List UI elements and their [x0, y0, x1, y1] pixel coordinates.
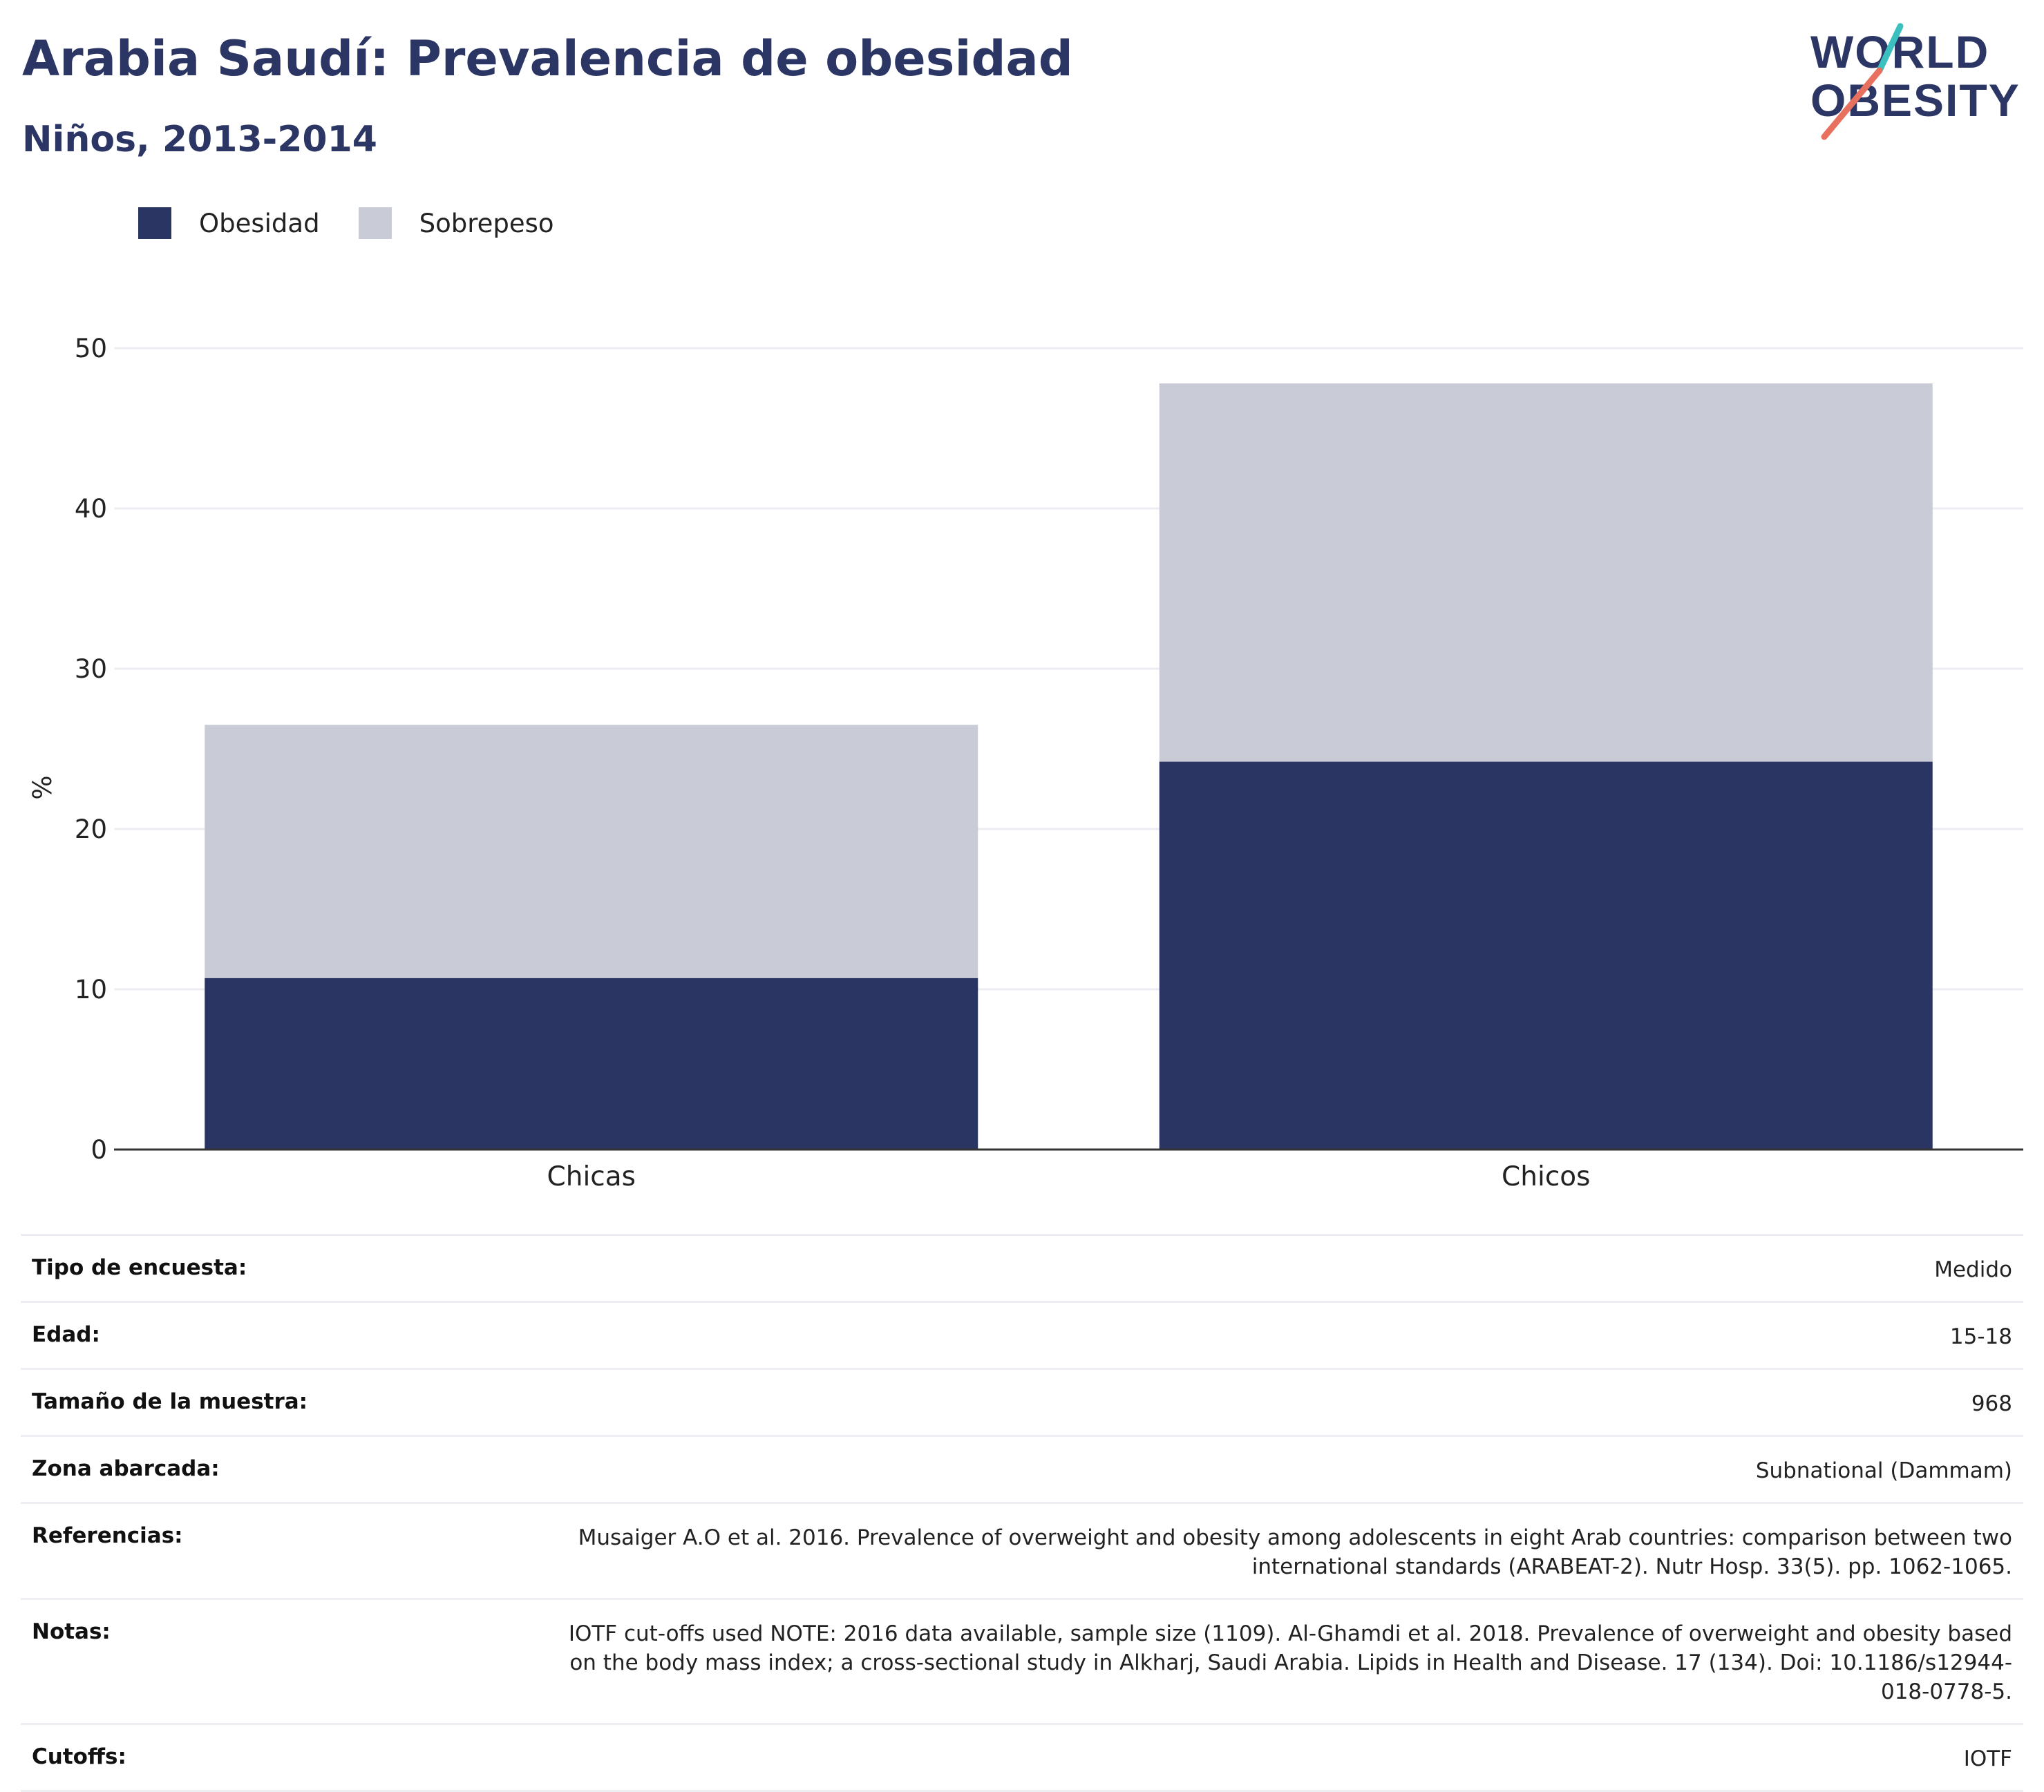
info-row: Referencias: Musaiger A.O et al. 2016. Pr…: [21, 1502, 2023, 1598]
y-tick-label: 30: [75, 654, 107, 684]
info-row-value: IOTF cut-offs used NOTE: 2016 data avail…: [568, 1621, 2012, 1704]
info-row-label: Zona abarcada:: [32, 1456, 220, 1481]
page-subtitle: Niños, 2013-2014: [22, 119, 377, 160]
info-row-value: Musaiger A.O et al. 2016. Prevalence of …: [578, 1525, 2012, 1579]
info-row-label: Edad:: [32, 1322, 100, 1347]
logo-slash-bottom: [1821, 67, 1883, 140]
info-row-label: Tipo de encuesta:: [32, 1255, 247, 1280]
y-tick-label: 0: [91, 1135, 107, 1165]
bar-obesity-chicos: [1159, 761, 1933, 1150]
info-row-value: 15-18: [1949, 1324, 2012, 1349]
y-axis-label: %: [28, 775, 57, 799]
survey-info-table: Tipo de encuesta: Medido Edad: 15-18 Tamaño …: [21, 1234, 2023, 1792]
info-row: Notas: IOTF cut-offs used NOTE: 2016 data…: [21, 1598, 2023, 1723]
info-row-value: 968: [1971, 1391, 2012, 1416]
bar-obesity-chicas: [205, 978, 978, 1150]
info-row: Cutoffs: IOTF: [21, 1723, 2023, 1792]
world-obesity-logo: WORLD OBESITY: [1810, 23, 2021, 140]
stacked-bar-chart: 0 10 20 30 40 50% Chicas Chicos: [28, 334, 2023, 1192]
bar-overweight-chicos: [1159, 383, 1933, 762]
info-row: Edad: 15-18: [21, 1301, 2023, 1368]
legend-label-obesity: Obesidad: [199, 208, 320, 238]
legend-item-obesity[interactable]: Obesidad: [138, 207, 320, 239]
y-tick-label: 20: [75, 814, 107, 844]
info-row-label: Cutoffs:: [32, 1744, 126, 1769]
y-tick-label: 10: [75, 975, 107, 1004]
legend-item-overweight[interactable]: Sobrepeso: [358, 207, 554, 239]
info-row-label: Tamaño de la muestra:: [32, 1389, 308, 1414]
legend-swatch-obesity: [138, 207, 171, 239]
logo-text-line2: OBESITY: [1810, 75, 2021, 126]
info-row-label: Notas:: [32, 1619, 111, 1644]
info-row-value: IOTF: [1963, 1746, 2012, 1771]
bar-overweight-chicas: [205, 725, 978, 978]
y-tick-label: 50: [75, 334, 107, 363]
legend-swatch-overweight: [358, 207, 392, 239]
info-row-label: Referencias:: [32, 1523, 183, 1548]
info-row-value: Medido: [1934, 1257, 2012, 1282]
info-row: Tipo de encuesta: Medido: [21, 1234, 2023, 1301]
x-tick-label: Chicos: [1502, 1161, 1590, 1192]
logo-slash-top: [1876, 23, 1904, 74]
y-tick-label: 40: [75, 494, 107, 524]
info-row-value: Subnational (Dammam): [1755, 1458, 2012, 1483]
info-row: Zona abarcada: Subnational (Dammam): [21, 1435, 2023, 1502]
legend-label-overweight: Sobrepeso: [419, 208, 554, 238]
info-row: Tamaño de la muestra: 968: [21, 1368, 2023, 1435]
chart-legend: Obesidad Sobrepeso: [138, 207, 593, 239]
x-tick-label: Chicas: [547, 1161, 636, 1192]
page-title: Arabia Saudí: Prevalencia de obesidad: [22, 30, 1073, 87]
